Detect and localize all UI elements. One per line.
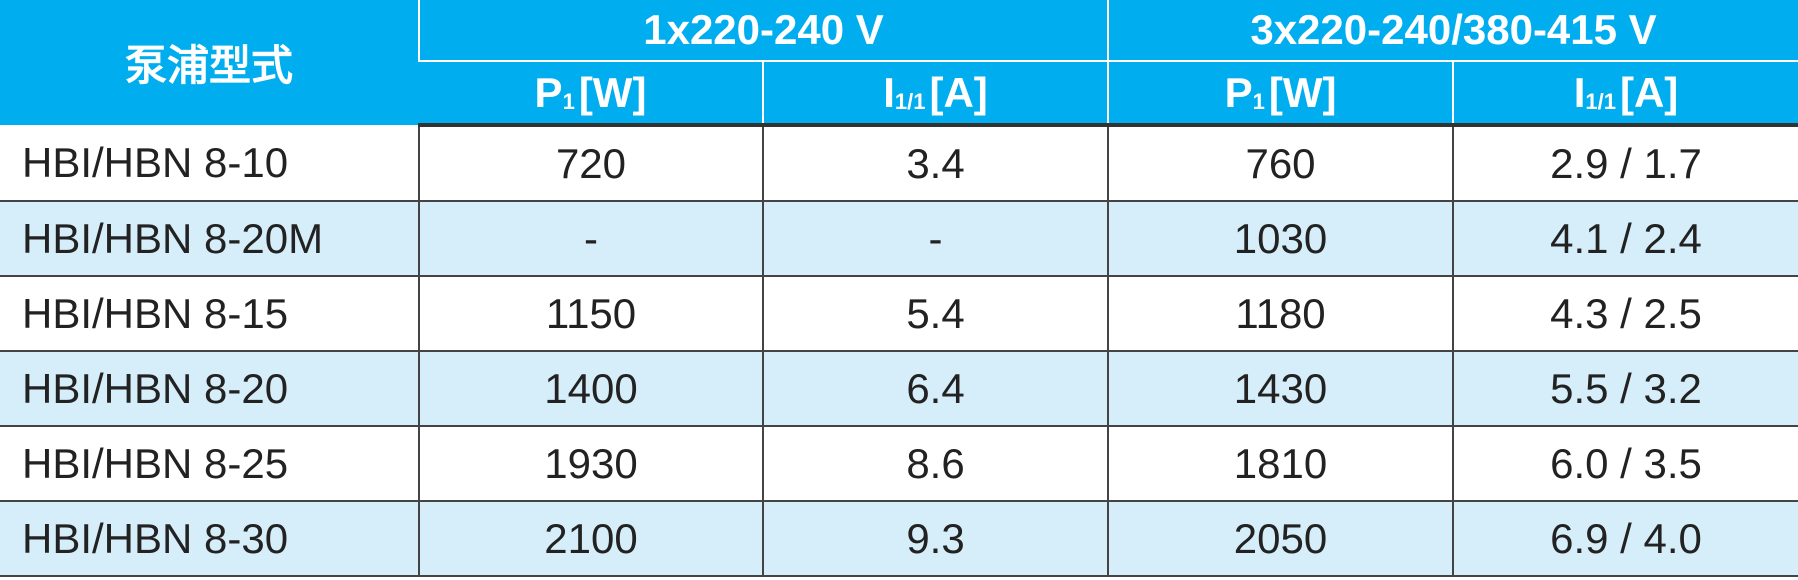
value-cell: 5.4 — [761, 276, 1109, 352]
model-cell: HBI/HBN 8-15 — [0, 276, 419, 352]
table-row: HBI/HBN 8-10 720 3.4 760 2.9 / 1.7 — [0, 125, 1798, 202]
value-cell: 720 — [418, 125, 763, 202]
model-cell: HBI/HBN 8-20M — [0, 201, 419, 277]
value-cell: 6.4 — [761, 351, 1109, 427]
column-header: I1/1[A] — [1452, 60, 1798, 127]
column-header: P1[W] — [1107, 60, 1454, 127]
group-header: 3x220-240/380-415 V — [1107, 0, 1798, 61]
table-row: HBI/HBN 8-25 1930 8.6 1810 6.0 / 3.5 — [0, 426, 1798, 502]
value-cell: 2050 — [1107, 501, 1454, 577]
unit: [W] — [1268, 68, 1337, 116]
value-cell: 1400 — [418, 351, 763, 427]
value-cell: 2100 — [418, 501, 763, 577]
table-row: HBI/HBN 8-30 2100 9.3 2050 6.9 / 4.0 — [0, 501, 1798, 577]
subscript: 1 — [562, 88, 575, 114]
unit: [A] — [929, 68, 988, 116]
table-row: HBI/HBN 8-20M - -1030 4.1 / 2.4 — [0, 201, 1798, 277]
symbol: P — [1224, 68, 1253, 116]
value-cell: 8.6 — [761, 426, 1109, 502]
model-cell: HBI/HBN 8-20 — [0, 351, 419, 427]
symbol: P — [534, 68, 563, 116]
symbol: I — [883, 68, 895, 116]
value-cell: 5.5 / 3.2 — [1452, 351, 1798, 427]
unit: [W] — [578, 68, 647, 116]
value-cell: 3.4 — [761, 125, 1109, 202]
subscript: 1 — [1252, 88, 1265, 114]
unit: [A] — [1619, 68, 1679, 116]
value-cell: 2.9 / 1.7 — [1452, 125, 1798, 202]
value-cell: 760 — [1107, 125, 1454, 202]
value-cell: 9.3 — [761, 501, 1109, 577]
value-cell: 4.1 / 2.4 — [1452, 201, 1798, 277]
value-cell: 1430 — [1107, 351, 1454, 427]
value-cell: - — [761, 201, 1109, 277]
group-header: 1x220-240 V — [417, 0, 1109, 61]
value-cell: - — [418, 201, 763, 277]
column-header: I1/1[A] — [761, 60, 1109, 127]
value-cell: 6.9 / 4.0 — [1452, 501, 1798, 577]
symbol: I — [1573, 68, 1586, 116]
table-row: HBI/HBN 8-20 1400 6.4 1430 5.5 / 3.2 — [0, 351, 1798, 427]
model-cell: HBI/HBN 8-30 — [0, 501, 419, 577]
column-header: P1[W] — [419, 60, 763, 127]
value-cell: 6.0 / 3.5 — [1452, 426, 1798, 502]
value-cell: 1930 — [418, 426, 763, 502]
value-cell: 1810 — [1107, 426, 1454, 502]
subscript: 1/1 — [1585, 88, 1616, 114]
header-row: P1[W] I1/1[A] P1[W] I1/1[A] — [0, 60, 1798, 127]
model-cell: HBI/HBN 8-25 — [0, 426, 419, 502]
value-cell: 1150 — [418, 276, 763, 352]
table-row: HBI/HBN 8-15 1150 5.4 1180 4.3 / 2.5 — [0, 276, 1798, 352]
value-cell: 4.3 / 2.5 — [1452, 276, 1798, 352]
value-cell: 1180 — [1107, 276, 1454, 352]
table-body: HBI/HBN 8-10 720 3.4 760 2.9 / 1.7 HBI/HBN 8-… — [0, 125, 1798, 577]
model-cell: HBI/HBN 8-10 — [0, 125, 419, 202]
header-row: 泵浦型式 1x220-240 V 3x220-240/380-415 V — [0, 0, 1798, 125]
header-cell: 泵浦型式 — [0, 0, 419, 125]
table-header: 泵浦型式 1x220-240 V 3x220-240/380-415 V P1[… — [0, 0, 1798, 127]
subscript: 1/1 — [894, 88, 926, 114]
value-cell: 1030 — [1107, 201, 1454, 277]
